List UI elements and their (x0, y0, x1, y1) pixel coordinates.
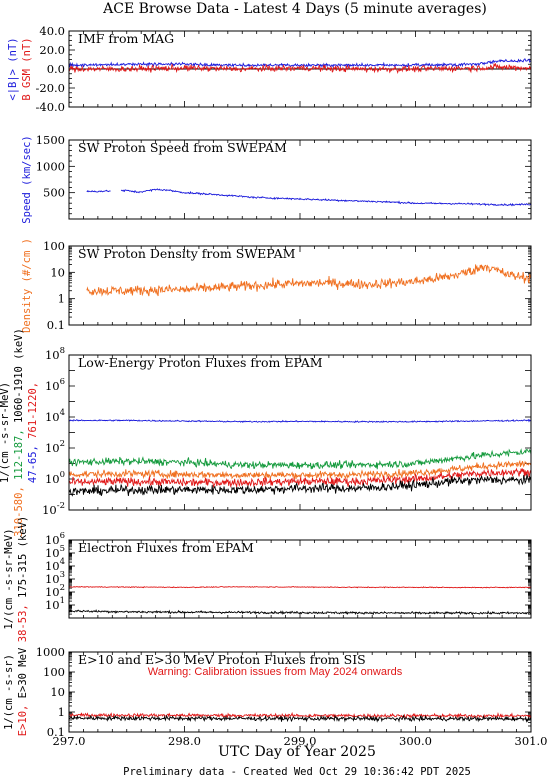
y-tick-label: 1 (58, 292, 65, 306)
y-tick-label: 101 (45, 596, 65, 612)
panel-title: E>10 and E>30 MeV Proton Fluxes from SIS (78, 652, 366, 667)
y-tick-label: 100 (45, 470, 65, 486)
plot-frame (68, 354, 532, 511)
panel-4: 10-2 100 102 104 106 108 Low-Energy Proton Flu… (0, 328, 532, 537)
x-tick-label: 301.0 (515, 734, 548, 748)
panels: -40.0 -20.0 0.0 20.0 40.0 IMF from MAG <|B|> (… (0, 24, 532, 739)
y-axis-label: 47-65, 761-1220, (27, 382, 39, 483)
y-tick-label: 105 (45, 544, 65, 560)
calibration-warning: Warning: Calibration issues from May 202… (148, 666, 403, 678)
y-tick-label: 10 (50, 685, 65, 699)
y-tick-label: 40.0 (39, 24, 65, 38)
series-line-1 (86, 188, 531, 207)
y-axis-label: 1/(cm -s-sr-MeV) (0, 382, 11, 483)
y-axis-label: 1/(cm -s-sr-MeV) (3, 528, 15, 629)
y-tick-label: 10-2 (42, 501, 65, 517)
y-tick-label: 102 (45, 439, 65, 455)
series-line-1 (69, 585, 531, 589)
plot-frame (68, 245, 532, 326)
x-tick-label: 299.0 (284, 734, 317, 748)
series-line-2 (69, 609, 531, 616)
y-tick-label: 106 (45, 531, 65, 547)
x-axis: 297.0 298.0 299.0 300.0 301.0 (53, 734, 548, 748)
x-tick-label: 300.0 (399, 734, 432, 748)
y-tick-label: 1000 (36, 645, 65, 659)
y-tick-label: 500 (43, 186, 65, 200)
panel-6: 0.1 1 10 100 1000 E>10 and E>30 MeV Proton Fl… (3, 645, 532, 739)
y-tick-label: 20.0 (39, 43, 65, 57)
y-tick-label: 104 (45, 408, 65, 424)
y-tick-label: 100 (43, 665, 65, 679)
y-tick-label: 1500 (36, 133, 65, 147)
panel-title: IMF from MAG (78, 31, 174, 46)
plot-frame (68, 651, 532, 733)
y-tick-label: 106 (45, 377, 65, 393)
y-tick-label: 100 (43, 239, 65, 253)
series-line-2 (69, 714, 531, 723)
plot-frame (68, 139, 532, 220)
y-axis-label: 310-580, 112-187, 1060-1910 (keV) (13, 328, 25, 537)
plot-frame (68, 539, 532, 619)
panel-title: Low-Energy Proton Fluxes from EPAM (78, 355, 323, 370)
y-tick-label: 108 (45, 346, 65, 362)
y-tick-label: -40.0 (36, 100, 66, 114)
footer-note: Preliminary data - Created Wed Oct 29 10… (123, 766, 471, 778)
x-tick-label: 298.0 (168, 734, 201, 748)
series-line-1 (86, 264, 531, 297)
series-line-2 (69, 448, 531, 470)
y-axis-label: E>10, E>30 MeV (17, 647, 29, 736)
panel-1: -40.0 -20.0 0.0 20.0 40.0 IMF from MAG <|B|> (… (7, 24, 532, 114)
y-tick-label: 1 (58, 705, 65, 719)
panel-title: SW Proton Speed from SWEPAM (78, 140, 287, 155)
panel-3: 0.1 1 10 100 SW Proton Density from SWEPAM De… (21, 238, 532, 333)
y-axis-label: Density (#/cm ) (21, 238, 33, 333)
y-tick-label: 0.1 (47, 725, 65, 739)
series-line-4 (69, 467, 531, 489)
y-tick-label: 104 (45, 557, 65, 573)
x-tick-label: 297.0 (53, 734, 86, 748)
y-tick-label: 102 (45, 583, 65, 599)
y-tick-label: 0.0 (47, 62, 65, 76)
series-line-5 (69, 474, 531, 497)
y-tick-label: 1000 (36, 159, 65, 173)
figure-title: ACE Browse Data - Latest 4 Days (5 minut… (102, 1, 487, 17)
series-line-1 (69, 418, 531, 424)
series-line-1 (69, 711, 531, 719)
y-tick-label: 10 (50, 265, 65, 279)
series-line-3 (69, 459, 531, 480)
y-tick-label: 103 (45, 570, 65, 586)
panel-2: 500 1000 1500 SW Proton Speed from SWEPAM Sp… (21, 133, 532, 224)
panel-title: Electron Fluxes from EPAM (78, 540, 254, 555)
y-tick-label: 0.1 (47, 318, 65, 332)
panel-title: SW Proton Density from SWEPAM (78, 246, 296, 261)
y-axis-label: Speed (km/sec) (21, 135, 33, 224)
y-axis-label: 1/(cm -s-sr) (3, 654, 15, 730)
y-axis-label: <|B|> (nT) (7, 37, 19, 100)
x-axis-label: UTC Day of Year 2025 (218, 744, 376, 760)
plot-frame (68, 30, 532, 108)
series-line-2 (69, 62, 531, 75)
y-axis-label: 38-53, 175-315 (keV) (17, 516, 29, 642)
y-tick-label: -20.0 (36, 81, 66, 95)
y-axis-label: B GSM (nT) (21, 37, 33, 100)
series-line-1 (69, 58, 531, 69)
